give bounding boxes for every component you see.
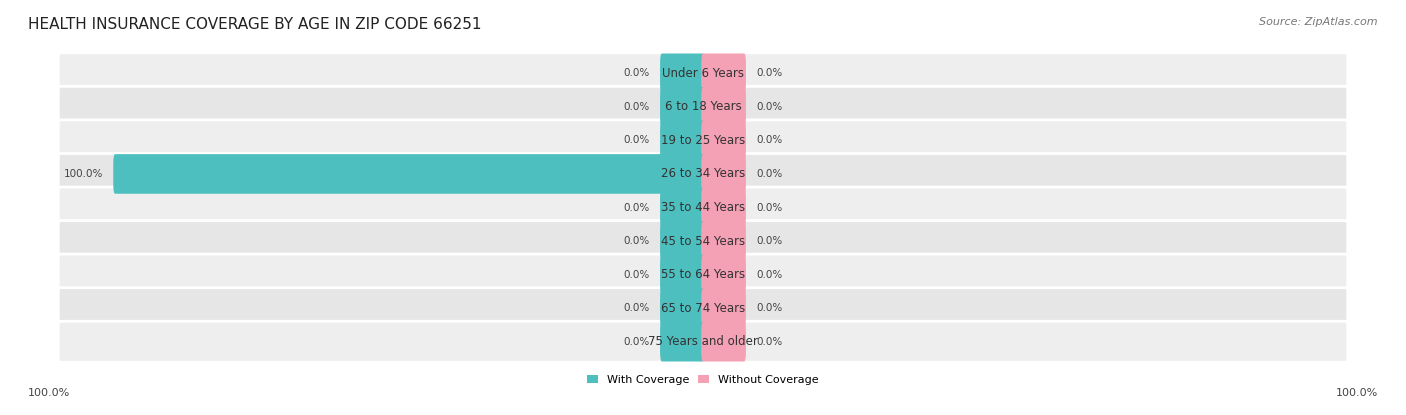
FancyBboxPatch shape: [659, 255, 704, 294]
FancyBboxPatch shape: [659, 121, 704, 160]
FancyBboxPatch shape: [58, 86, 1348, 127]
Text: 100.0%: 100.0%: [63, 169, 103, 179]
Text: 0.0%: 0.0%: [624, 102, 650, 112]
FancyBboxPatch shape: [702, 154, 747, 194]
Text: 0.0%: 0.0%: [624, 135, 650, 145]
FancyBboxPatch shape: [114, 154, 704, 194]
Text: 0.0%: 0.0%: [624, 337, 650, 347]
FancyBboxPatch shape: [702, 121, 747, 160]
Text: 0.0%: 0.0%: [756, 135, 782, 145]
Text: 35 to 44 Years: 35 to 44 Years: [661, 201, 745, 214]
Text: 26 to 34 Years: 26 to 34 Years: [661, 167, 745, 181]
Text: HEALTH INSURANCE COVERAGE BY AGE IN ZIP CODE 66251: HEALTH INSURANCE COVERAGE BY AGE IN ZIP …: [28, 17, 482, 32]
Text: 0.0%: 0.0%: [756, 303, 782, 313]
Text: Source: ZipAtlas.com: Source: ZipAtlas.com: [1260, 17, 1378, 27]
FancyBboxPatch shape: [659, 288, 704, 328]
FancyBboxPatch shape: [659, 87, 704, 127]
FancyBboxPatch shape: [702, 54, 747, 93]
FancyBboxPatch shape: [702, 188, 747, 227]
Text: 19 to 25 Years: 19 to 25 Years: [661, 134, 745, 147]
Text: 0.0%: 0.0%: [624, 236, 650, 246]
FancyBboxPatch shape: [58, 53, 1348, 94]
FancyBboxPatch shape: [659, 322, 704, 361]
Legend: With Coverage, Without Coverage: With Coverage, Without Coverage: [588, 375, 818, 385]
FancyBboxPatch shape: [659, 54, 704, 93]
Text: 0.0%: 0.0%: [624, 203, 650, 212]
Text: 55 to 64 Years: 55 to 64 Years: [661, 268, 745, 281]
Text: 6 to 18 Years: 6 to 18 Years: [665, 100, 741, 113]
Text: 100.0%: 100.0%: [1336, 388, 1378, 398]
Text: 0.0%: 0.0%: [756, 102, 782, 112]
Text: 0.0%: 0.0%: [624, 68, 650, 78]
Text: 75 Years and older: 75 Years and older: [648, 335, 758, 348]
Text: 100.0%: 100.0%: [28, 388, 70, 398]
Text: 45 to 54 Years: 45 to 54 Years: [661, 234, 745, 248]
Text: 0.0%: 0.0%: [756, 270, 782, 280]
FancyBboxPatch shape: [58, 321, 1348, 362]
FancyBboxPatch shape: [702, 221, 747, 261]
FancyBboxPatch shape: [58, 288, 1348, 329]
Text: 65 to 74 Years: 65 to 74 Years: [661, 302, 745, 315]
Text: Under 6 Years: Under 6 Years: [662, 67, 744, 80]
FancyBboxPatch shape: [58, 187, 1348, 228]
Text: 0.0%: 0.0%: [756, 337, 782, 347]
Text: 0.0%: 0.0%: [756, 68, 782, 78]
FancyBboxPatch shape: [702, 288, 747, 328]
Text: 0.0%: 0.0%: [756, 169, 782, 179]
FancyBboxPatch shape: [702, 87, 747, 127]
Text: 0.0%: 0.0%: [756, 236, 782, 246]
FancyBboxPatch shape: [58, 254, 1348, 295]
FancyBboxPatch shape: [702, 322, 747, 361]
Text: 0.0%: 0.0%: [624, 303, 650, 313]
FancyBboxPatch shape: [58, 120, 1348, 161]
FancyBboxPatch shape: [702, 255, 747, 294]
FancyBboxPatch shape: [58, 221, 1348, 261]
FancyBboxPatch shape: [58, 154, 1348, 194]
FancyBboxPatch shape: [659, 188, 704, 227]
Text: 0.0%: 0.0%: [756, 203, 782, 212]
FancyBboxPatch shape: [659, 221, 704, 261]
Text: 0.0%: 0.0%: [624, 270, 650, 280]
